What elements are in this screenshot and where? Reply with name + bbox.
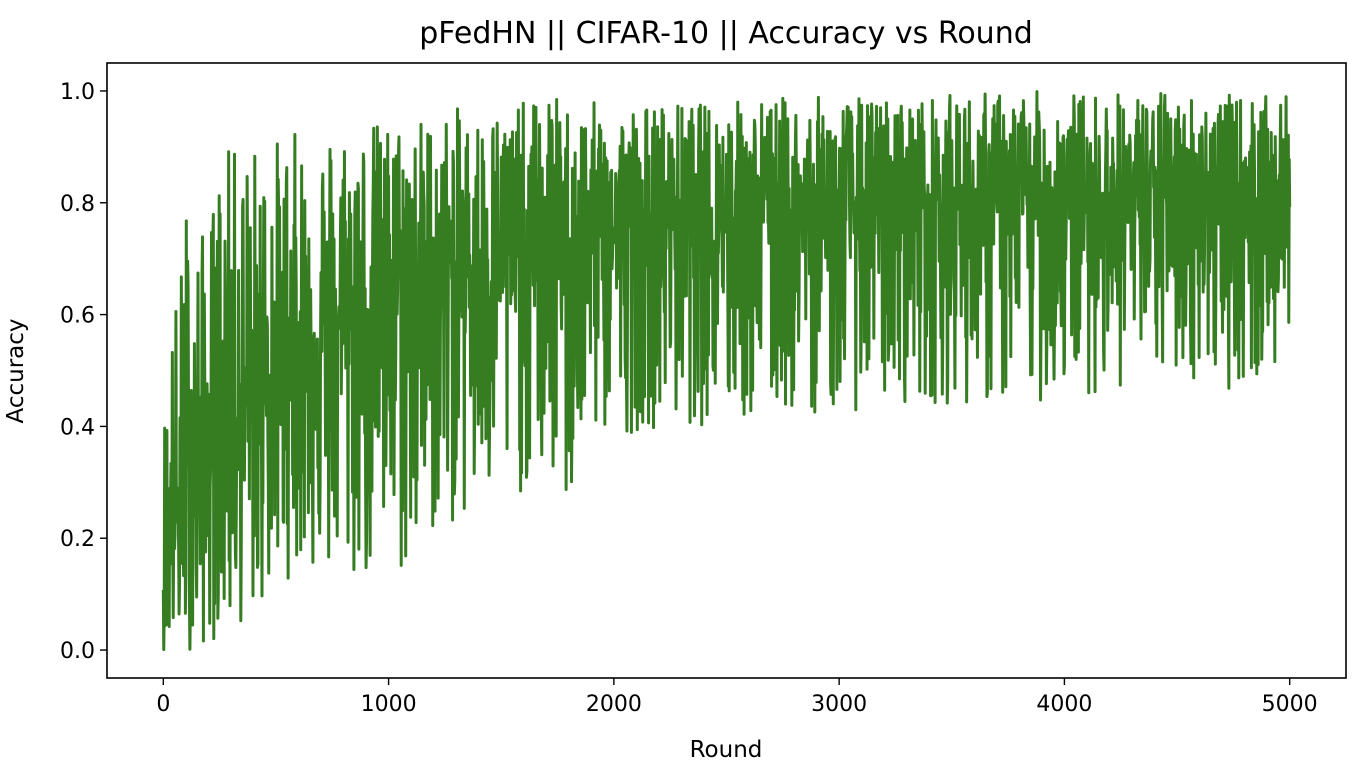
x-tick-label: 4000 [1036,692,1092,717]
x-axis: 0 1000 2000 3000 4000 5000 [156,678,1318,717]
series-layer [161,90,1292,651]
y-tick-label: 0.2 [60,527,95,552]
x-tick-label: 3000 [811,692,867,717]
x-axis-label: Round [690,737,763,763]
axes-frame [106,62,1347,679]
y-tick-label: 1.0 [60,80,95,105]
x-tick-label: 1000 [361,692,417,717]
x-tick-label: 2000 [586,692,642,717]
plot-area [161,90,1292,651]
y-tick-label: 0.0 [60,639,95,664]
chart-title: pFedHN || CIFAR-10 || Accuracy vs Round [419,16,1033,51]
y-tick-label: 0.8 [60,192,95,217]
y-tick-label: 0.4 [60,415,95,440]
x-tick-label: 5000 [1262,692,1318,717]
y-axis-label: Accuracy [3,318,29,423]
y-tick-label: 0.6 [60,304,95,329]
accuracy-line [161,90,1292,651]
y-axis: 0.0 0.2 0.4 0.6 0.8 1.0 [60,80,107,664]
x-tick-label: 0 [156,692,170,717]
